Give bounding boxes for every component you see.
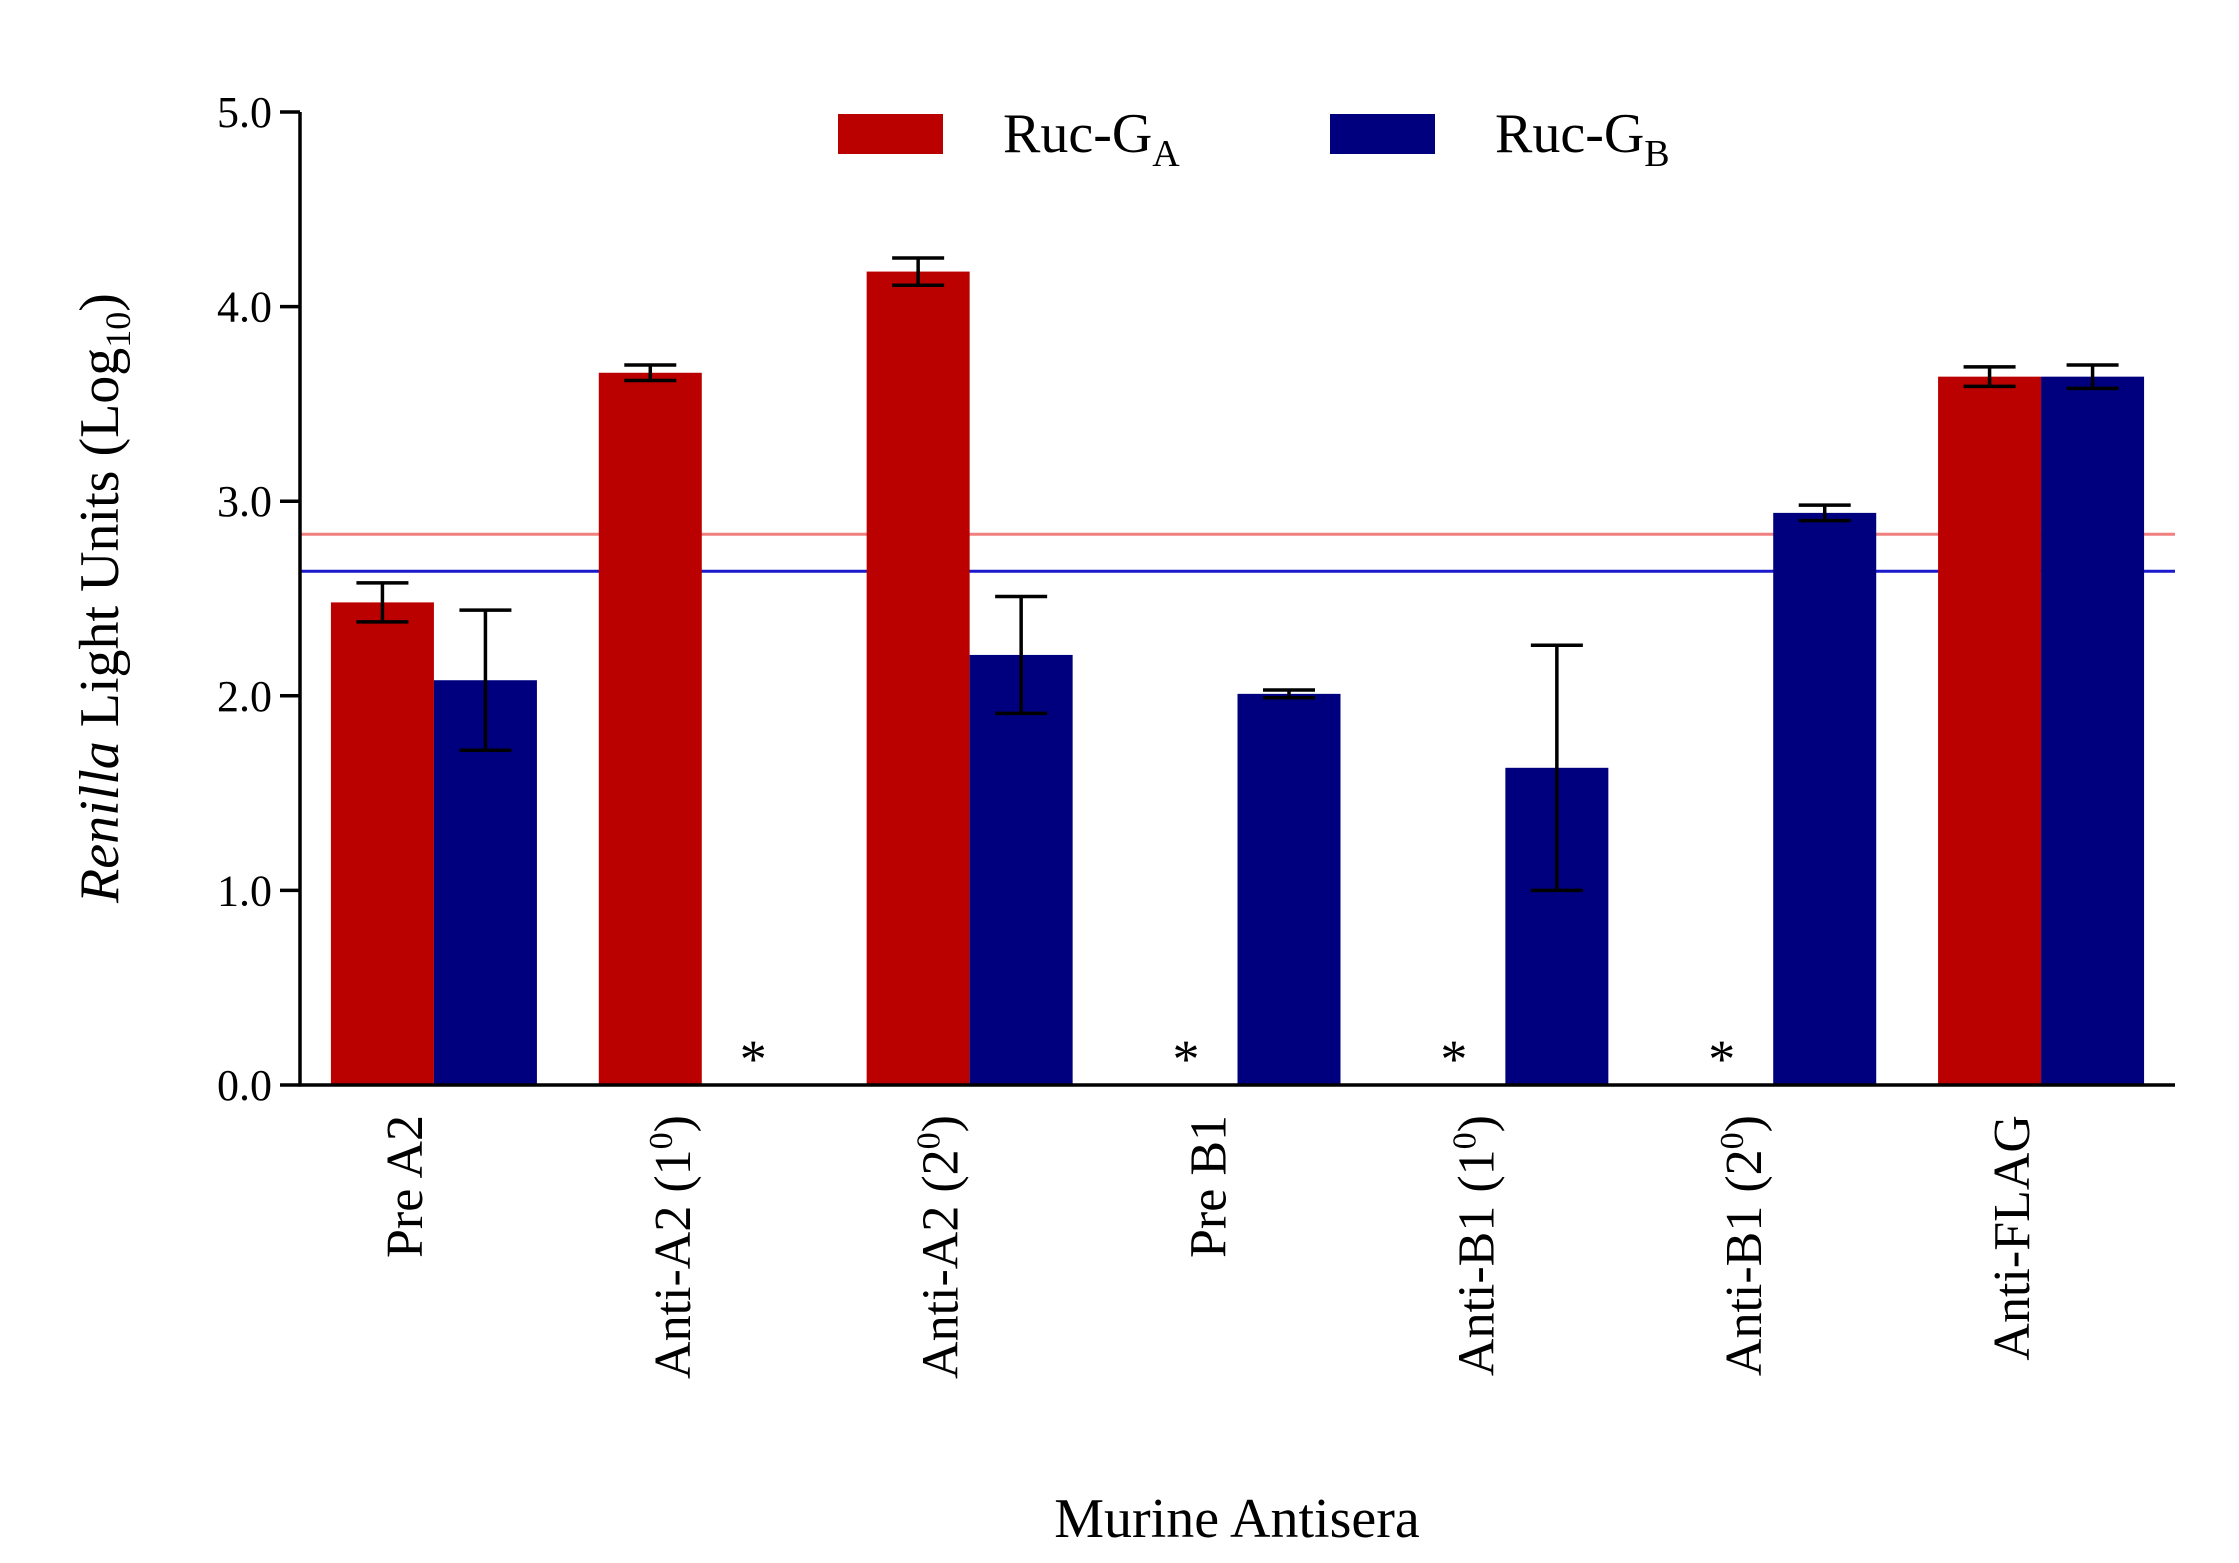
x-tick-label-sup: 0 <box>1714 1132 1751 1149</box>
x-tick-label-close: ) <box>1716 1115 1773 1132</box>
y-tick-label-3: 2.0 <box>217 672 272 721</box>
bar-7-1 <box>1938 376 2042 1085</box>
y-axis-title-text: Light Units (Log <box>69 348 131 742</box>
missing-marker-6-1: * <box>1708 1029 1735 1089</box>
x-tick-label-text: Anti-B1 (1 <box>1448 1149 1505 1376</box>
x-tick-label-text: Anti-A2 (2 <box>913 1149 970 1379</box>
x-tick-label-text: Anti-FLAG <box>1984 1115 2041 1361</box>
x-tick-label-1: Pre A2 <box>377 1115 434 1258</box>
bar-3-1 <box>866 271 970 1085</box>
x-tick-label-text: Pre B1 <box>1181 1115 1238 1258</box>
y-tick-label-1: 0.0 <box>217 1061 272 1110</box>
y-axis-title-italic: Renilla <box>69 741 131 904</box>
legend-label-2: Ruc-GB <box>1495 103 1670 175</box>
y-tick-label-6: 5.0 <box>217 88 272 137</box>
bar-1-1 <box>330 602 434 1085</box>
bar-6-2 <box>1773 512 1877 1085</box>
x-tick-label-close: ) <box>1448 1115 1505 1132</box>
y-tick-label-2: 1.0 <box>217 866 272 915</box>
x-tick-label-2: Anti-A2 (10) <box>643 1115 702 1379</box>
x-tick-label-text: Anti-A2 (1 <box>645 1149 702 1379</box>
legend-label-sub: A <box>1152 133 1180 175</box>
x-tick-label-close: ) <box>645 1115 702 1132</box>
x-tick-label-text: Anti-B1 (2 <box>1716 1149 1773 1376</box>
bar-7-2 <box>2041 376 2145 1085</box>
x-tick-label-sup: 0 <box>1446 1132 1483 1149</box>
x-tick-label-sup: 0 <box>911 1132 948 1149</box>
legend-label-sub: B <box>1644 133 1669 175</box>
x-tick-label-sup: 0 <box>643 1132 680 1149</box>
x-axis-title: Murine Antisera <box>1054 1488 1420 1550</box>
legend-swatch-1 <box>838 114 943 154</box>
y-tick-label-4: 3.0 <box>217 477 272 526</box>
bar-3-2 <box>969 654 1073 1085</box>
y-axis-title: Renilla Light Units (Log10) <box>69 293 138 904</box>
legend-swatch-2 <box>1330 114 1435 154</box>
missing-marker-2-2: * <box>740 1029 767 1089</box>
legend-label-main: Ruc-G <box>1003 103 1152 165</box>
missing-marker-5-1: * <box>1440 1029 1467 1089</box>
x-tick-label-5: Anti-B1 (10) <box>1446 1115 1505 1376</box>
y-axis-title-close: ) <box>69 293 131 312</box>
x-tick-label-7: Anti-FLAG <box>1984 1115 2041 1361</box>
bar-4-2 <box>1237 693 1341 1085</box>
x-tick-label-3: Anti-A2 (20) <box>911 1115 970 1379</box>
x-tick-label-text: Pre A2 <box>377 1115 434 1258</box>
missing-marker-4-1: * <box>1173 1029 1200 1089</box>
bar-2-1 <box>598 372 702 1085</box>
x-tick-label-close: ) <box>913 1115 970 1132</box>
x-tick-label-6: Anti-B1 (20) <box>1714 1115 1773 1376</box>
y-axis-title-sub: 10 <box>98 312 138 348</box>
y-tick-label-5: 4.0 <box>217 283 272 332</box>
legend-label-main: Ruc-G <box>1495 103 1644 165</box>
x-tick-label-4: Pre B1 <box>1181 1115 1238 1258</box>
legend-label-1: Ruc-GA <box>1003 103 1180 175</box>
